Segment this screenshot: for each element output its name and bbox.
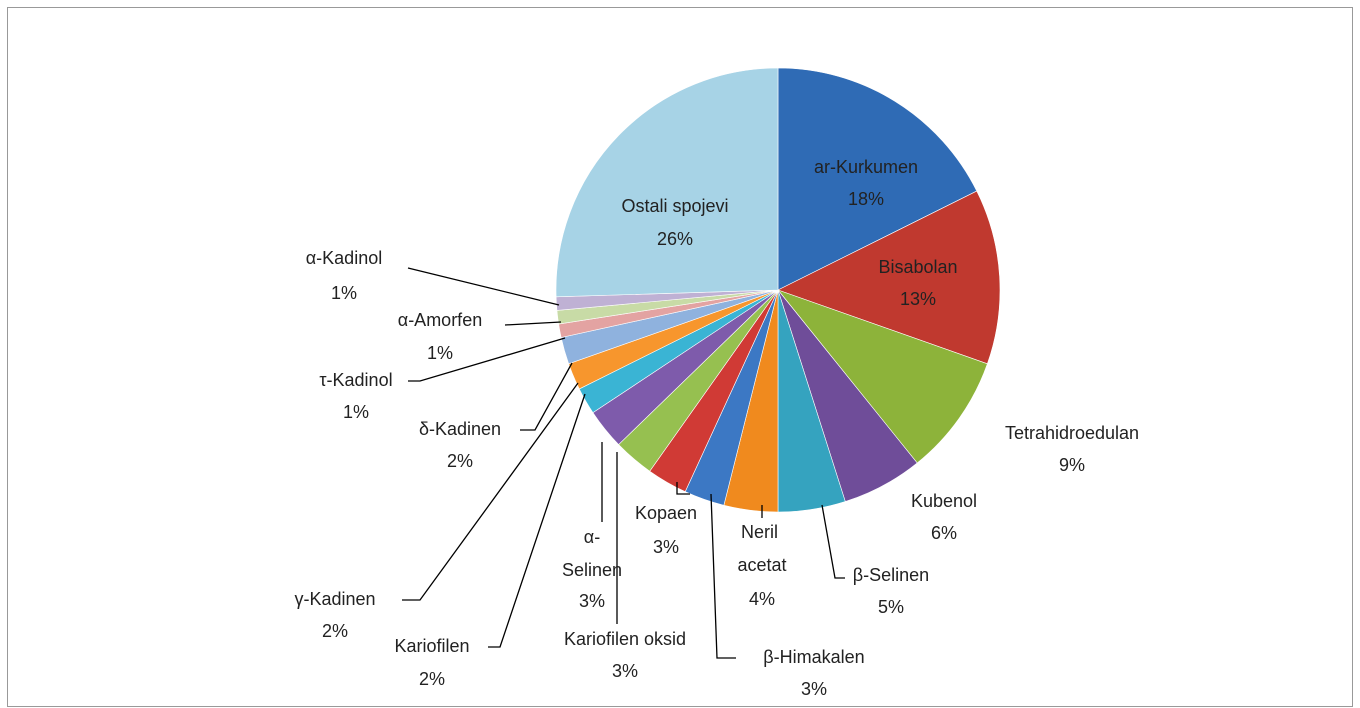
slice-label: β-Selinen — [853, 565, 929, 585]
slice-label: δ-Kadinen — [419, 419, 501, 439]
slice-label: ar-Kurkumen — [814, 157, 918, 177]
slice-value-label: 3% — [801, 679, 827, 699]
slice — [777, 289, 988, 464]
slice-label: α-Selinen — [562, 527, 622, 580]
leader-line — [407, 267, 560, 306]
slice-value-label: 2% — [322, 621, 348, 641]
slice — [555, 67, 779, 298]
slice-value-label: 3% — [612, 661, 638, 681]
slice-value-label: 3% — [653, 537, 679, 557]
leader-line — [504, 321, 562, 326]
slice-label: γ-Kadinen — [294, 589, 375, 609]
slice-value-label: 26% — [657, 229, 693, 249]
slice — [777, 190, 1001, 365]
slice-value-label: 13% — [900, 289, 936, 309]
slice-label: Kopaen — [635, 503, 697, 523]
slice-label: β-Himakalen — [763, 647, 864, 667]
leader-line — [520, 362, 573, 431]
leader-line — [676, 482, 690, 495]
slice-label: Neril acetat — [737, 522, 786, 575]
slice-label: Kariofilen oksid — [564, 629, 686, 649]
slice-value-label: 2% — [419, 669, 445, 689]
leader-line — [821, 504, 845, 579]
slice-value-label: 5% — [878, 597, 904, 617]
leader-line — [408, 337, 566, 382]
slice-label: α-Kadinol — [306, 248, 382, 268]
slice-value-label: 9% — [1059, 455, 1085, 475]
slice-value-label: 1% — [427, 343, 453, 363]
labels: ar-Kurkumen 18% Bisabolan 13% Tetrahidroedul… — [294, 157, 1139, 699]
slice-label: τ-Kadinol — [319, 370, 392, 390]
slice-label: Kubenol — [911, 491, 977, 511]
slice-value-label: 18% — [848, 189, 884, 209]
slice-label: Tetrahidroedulan — [1005, 423, 1139, 443]
slice-value-label: 1% — [331, 283, 357, 303]
leader-line — [710, 493, 736, 659]
slice-value-label: 1% — [343, 402, 369, 422]
slice-label: Bisabolan — [878, 257, 957, 277]
slice-label: Ostali spojevi — [621, 196, 728, 216]
slice-value-label: 6% — [931, 523, 957, 543]
slice-label: α-Amorfen — [398, 310, 482, 330]
slice — [777, 67, 978, 291]
leader-line — [402, 382, 579, 601]
slice-value-label: 4% — [749, 589, 775, 609]
slice-label: Kariofilen — [394, 636, 469, 656]
slice-value-label: 2% — [447, 451, 473, 471]
leader-line — [488, 393, 586, 648]
slice-value-label: 3% — [579, 591, 605, 611]
pie — [555, 67, 1001, 513]
